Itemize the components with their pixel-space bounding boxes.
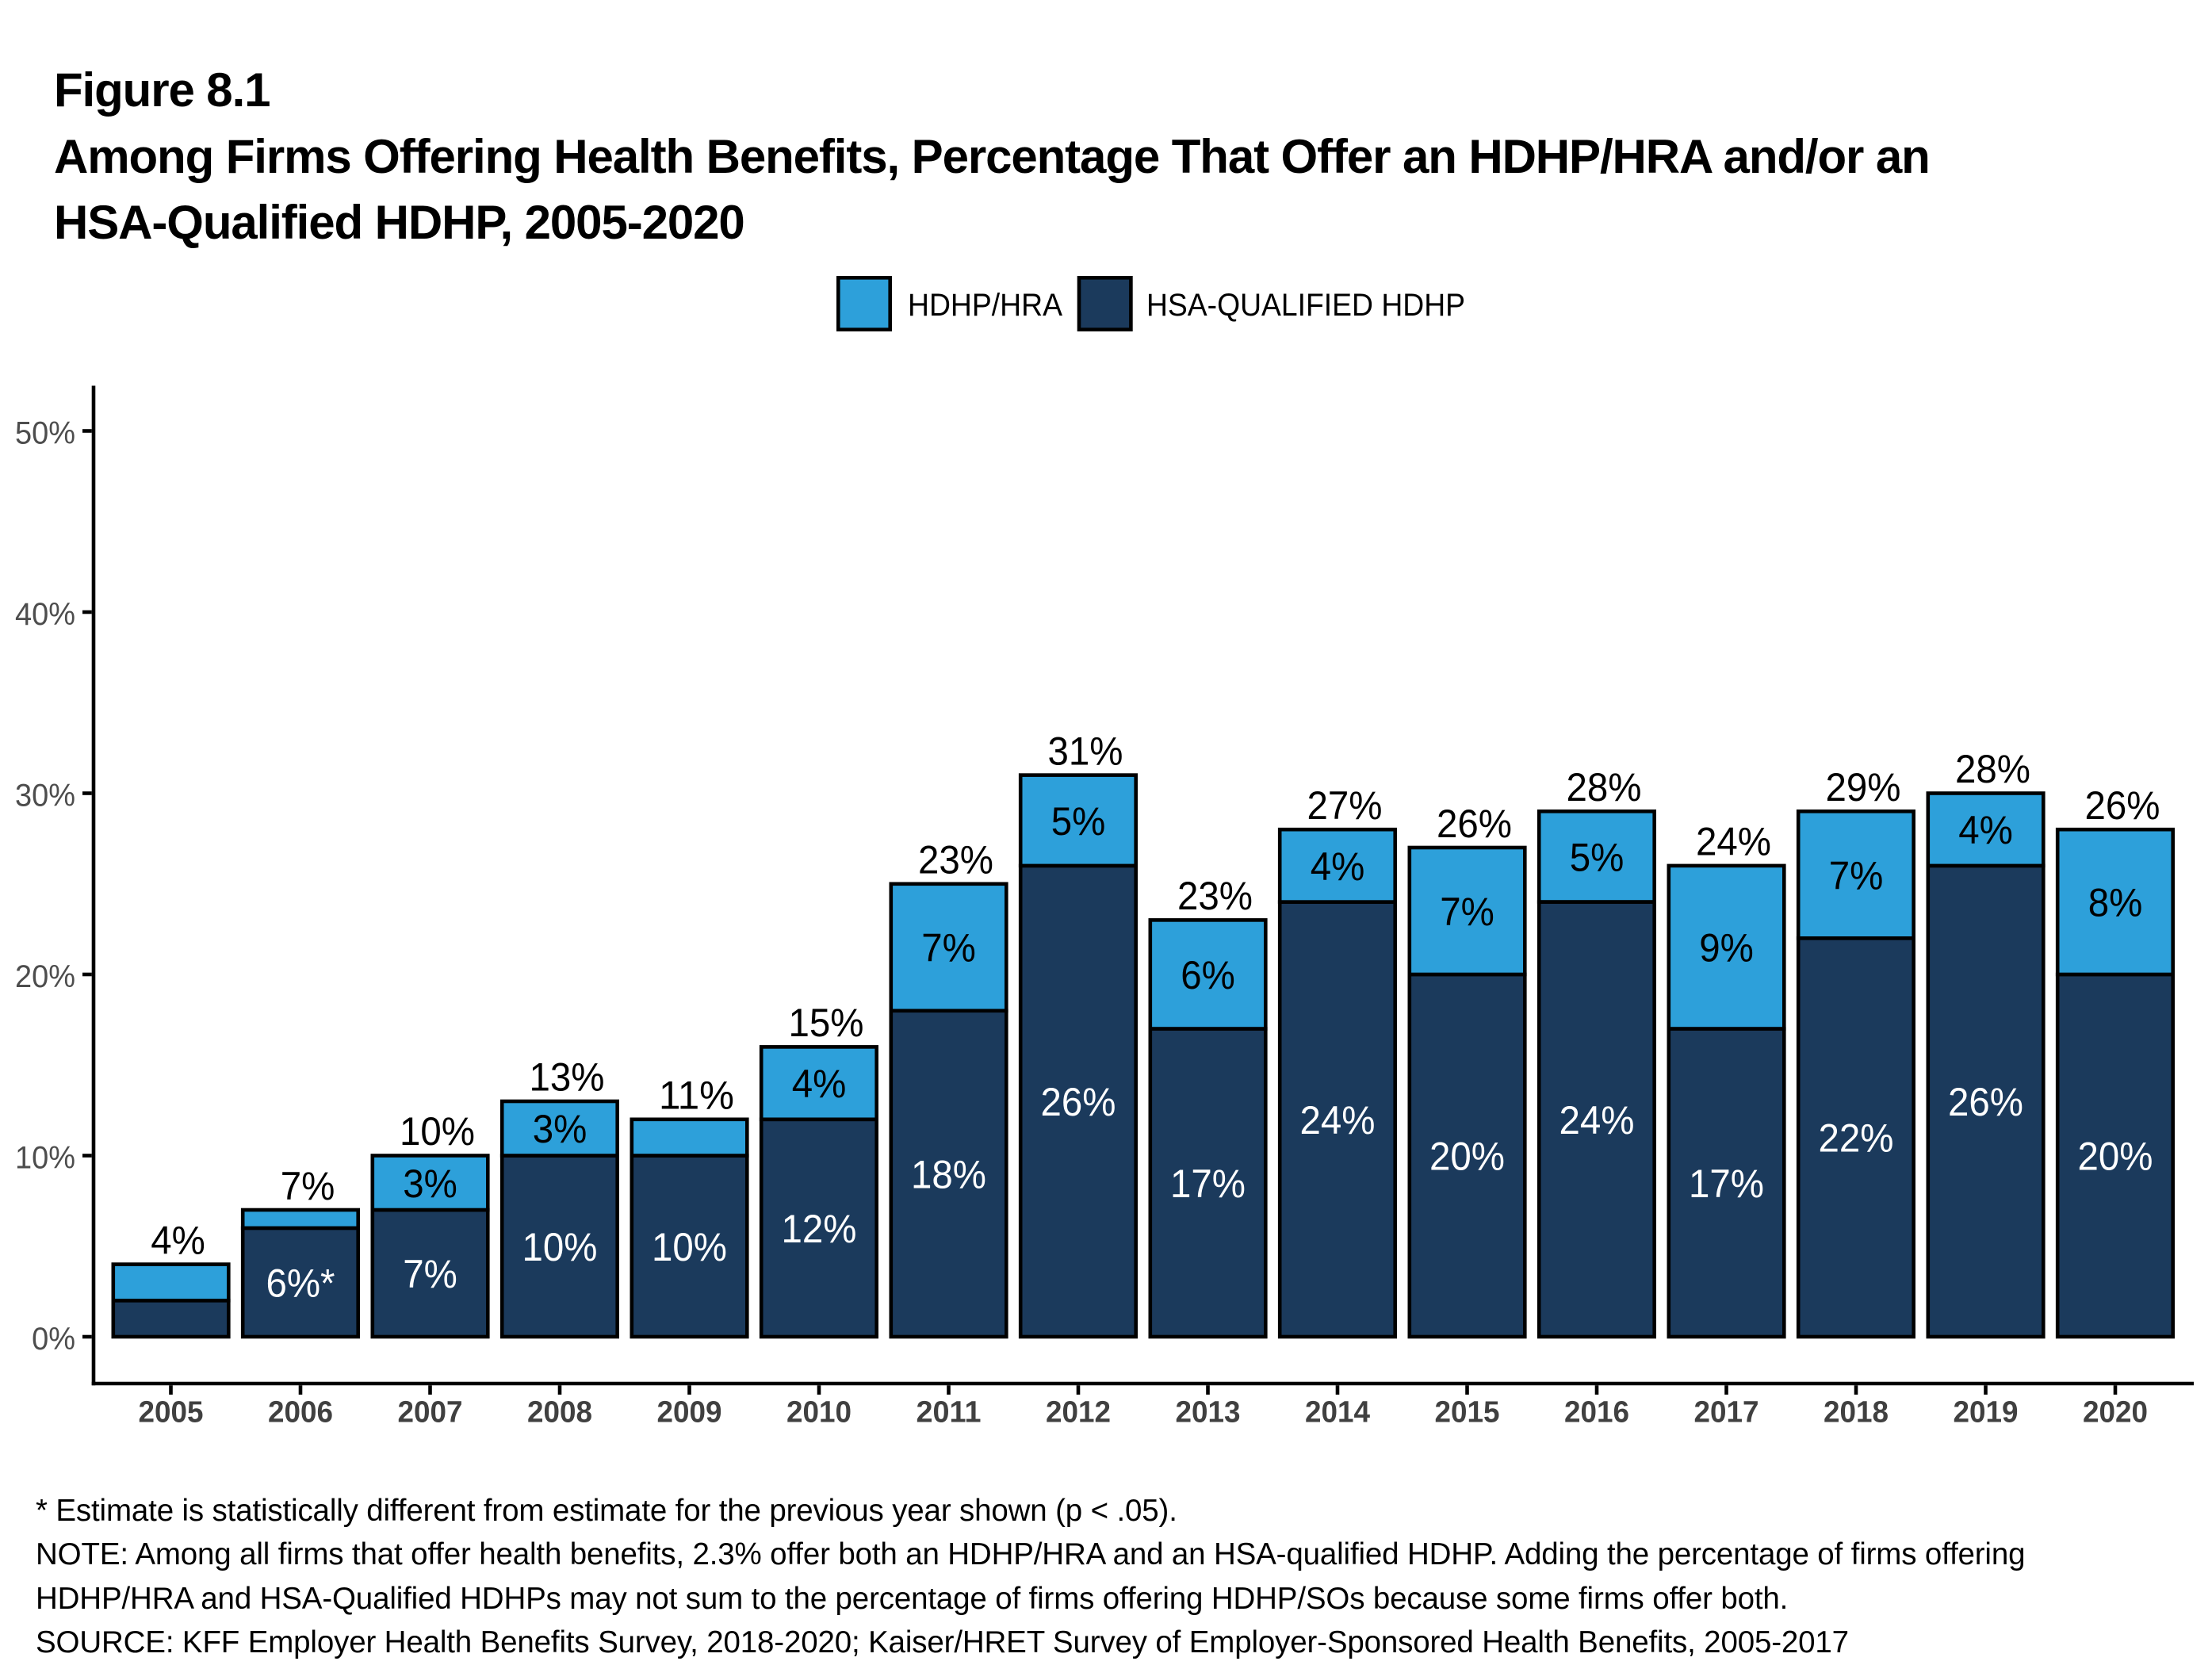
svg-text:17%: 17% [1689, 1162, 1764, 1206]
svg-text:26%: 26% [1948, 1080, 2023, 1124]
svg-text:17%: 17% [1170, 1162, 1246, 1206]
svg-text:23%: 23% [918, 838, 993, 882]
svg-text:4%: 4% [1311, 844, 1365, 889]
svg-text:2006: 2006 [268, 1396, 333, 1430]
svg-text:2019: 2019 [1954, 1396, 2019, 1430]
svg-text:7%: 7% [1440, 890, 1494, 934]
svg-text:6%: 6% [1181, 953, 1235, 997]
svg-text:2015: 2015 [1435, 1396, 1500, 1430]
svg-text:15%: 15% [789, 1001, 864, 1045]
svg-text:2012: 2012 [1046, 1396, 1111, 1430]
svg-text:24%: 24% [1696, 820, 1771, 864]
svg-text:28%: 28% [1955, 747, 2030, 791]
svg-text:30%: 30% [15, 779, 75, 813]
svg-text:23%: 23% [1177, 874, 1253, 918]
svg-text:3%: 3% [403, 1162, 457, 1206]
svg-text:13%: 13% [530, 1055, 605, 1100]
svg-text:4%: 4% [151, 1218, 205, 1262]
svg-text:0%: 0% [32, 1322, 75, 1357]
svg-text:10%: 10% [652, 1225, 727, 1269]
svg-text:31%: 31% [1048, 729, 1123, 773]
svg-text:2010: 2010 [786, 1396, 852, 1430]
svg-text:22%: 22% [1819, 1116, 1894, 1161]
svg-text:2008: 2008 [527, 1396, 592, 1430]
svg-text:11%: 11% [659, 1074, 734, 1118]
svg-text:7%: 7% [281, 1164, 335, 1208]
svg-text:9%: 9% [1699, 926, 1754, 970]
svg-text:27%: 27% [1307, 783, 1383, 828]
svg-text:24%: 24% [1300, 1098, 1376, 1143]
svg-text:4%: 4% [1958, 808, 2013, 852]
svg-text:10%: 10% [400, 1109, 475, 1154]
svg-text:2011: 2011 [917, 1396, 982, 1430]
svg-text:7%: 7% [921, 926, 976, 970]
svg-text:20%: 20% [2078, 1135, 2153, 1179]
svg-text:2016: 2016 [1564, 1396, 1629, 1430]
svg-text:2013: 2013 [1176, 1396, 1241, 1430]
svg-text:26%: 26% [1437, 802, 1512, 846]
svg-text:10%: 10% [15, 1141, 75, 1176]
svg-text:2017: 2017 [1694, 1396, 1759, 1430]
svg-text:24%: 24% [1559, 1098, 1635, 1143]
svg-text:2009: 2009 [657, 1396, 722, 1430]
svg-text:18%: 18% [911, 1152, 986, 1196]
svg-text:6%*: 6%* [266, 1261, 335, 1306]
svg-text:5%: 5% [1570, 836, 1625, 880]
svg-text:5%: 5% [1051, 799, 1106, 844]
svg-text:20%: 20% [15, 959, 75, 994]
svg-text:4%: 4% [792, 1062, 847, 1106]
svg-text:40%: 40% [15, 597, 75, 632]
svg-text:7%: 7% [1829, 853, 1884, 898]
svg-text:HSA-QUALIFIED HDHP: HSA-QUALIFIED HDHP [1146, 288, 1465, 323]
svg-text:3%: 3% [533, 1107, 587, 1151]
svg-text:2007: 2007 [398, 1396, 463, 1430]
svg-text:HDHP/HRA: HDHP/HRA [908, 288, 1062, 323]
svg-text:10%: 10% [522, 1225, 598, 1269]
svg-text:26%: 26% [2085, 783, 2160, 828]
svg-text:2018: 2018 [1824, 1396, 1889, 1430]
svg-text:29%: 29% [1826, 765, 1901, 810]
svg-text:26%: 26% [1041, 1080, 1116, 1124]
svg-text:2014: 2014 [1305, 1396, 1370, 1430]
svg-text:8%: 8% [2088, 881, 2143, 925]
svg-text:20%: 20% [1429, 1135, 1505, 1179]
svg-text:50%: 50% [15, 416, 75, 451]
svg-text:12%: 12% [782, 1207, 857, 1251]
svg-text:2020: 2020 [2083, 1396, 2148, 1430]
svg-text:7%: 7% [403, 1252, 457, 1296]
svg-text:28%: 28% [1567, 765, 1642, 810]
svg-text:2005: 2005 [139, 1396, 204, 1430]
